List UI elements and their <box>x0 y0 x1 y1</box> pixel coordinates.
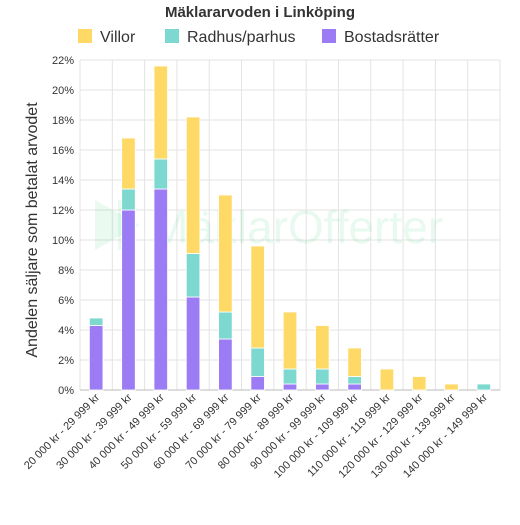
bar-segment <box>185 296 201 391</box>
bar-segment <box>121 188 136 211</box>
legend-label: Radhus/parhus <box>187 29 296 46</box>
y-tick-label: 14% <box>52 175 74 187</box>
bar-segment <box>412 376 427 391</box>
y-axis-label: Andelen säljare som betalat arvodet <box>24 102 41 358</box>
legend-item[interactable]: Bostadsrätter <box>322 29 440 46</box>
bar-segment <box>250 245 265 349</box>
legend-label: Bostadsrätter <box>344 29 440 46</box>
legend-swatch <box>322 29 336 43</box>
legend: Villor Radhus/parhus Bostadsrätter <box>78 29 440 46</box>
bar-segment <box>282 311 298 370</box>
legend-label: Villor <box>100 29 136 46</box>
y-tick-label: 12% <box>52 205 74 217</box>
bar-segment <box>347 383 362 391</box>
watermark-logo-icon <box>95 200 140 250</box>
bar-segment <box>218 311 233 340</box>
bar-segment <box>153 188 168 391</box>
y-tick-label: 22% <box>52 55 74 67</box>
bar-segment <box>250 347 265 377</box>
y-tick-label: 10% <box>52 235 74 247</box>
bar-segment <box>88 317 104 326</box>
y-tick-label: 6% <box>58 295 74 307</box>
bar-segment <box>347 347 362 377</box>
bar-segment <box>315 383 330 391</box>
bar-segment <box>218 194 233 313</box>
bar-segment <box>185 253 201 298</box>
bar-segment <box>153 158 168 190</box>
gridlines <box>79 59 501 391</box>
bar-segment <box>282 383 298 391</box>
legend-item[interactable]: Villor <box>78 29 136 46</box>
bar-segment <box>379 368 395 391</box>
bar-segment <box>88 325 104 391</box>
legend-swatch <box>78 29 92 43</box>
legend-item[interactable]: Radhus/parhus <box>165 29 296 46</box>
bar-segment <box>476 383 492 391</box>
bar-segment <box>218 338 233 391</box>
bar-segment <box>121 209 136 391</box>
bars <box>88 65 492 391</box>
bar-segment <box>347 376 362 385</box>
bar-segment <box>315 368 330 385</box>
y-tick-label: 2% <box>58 355 74 367</box>
y-tick-label: 16% <box>52 145 74 157</box>
y-tick-label: 0% <box>58 385 74 397</box>
bar-segment <box>121 137 136 190</box>
y-tick-label: 18% <box>52 115 74 127</box>
chart-title: Mäklararvoden i Linköping <box>165 4 355 21</box>
bar-segment <box>185 116 201 254</box>
bar-segment <box>153 65 168 160</box>
y-axis-ticks: 0% 2% 4% 6% 8% 10% 12% 14% 16% 18% 20% 22% <box>52 55 74 397</box>
y-tick-label: 20% <box>52 85 74 97</box>
y-tick-label: 8% <box>58 265 74 277</box>
bar-segment <box>282 368 298 385</box>
bar-segment <box>250 376 265 391</box>
bar-segment <box>315 325 330 370</box>
bar-segment <box>444 383 459 391</box>
y-tick-label: 4% <box>58 325 74 337</box>
legend-swatch <box>165 29 179 43</box>
